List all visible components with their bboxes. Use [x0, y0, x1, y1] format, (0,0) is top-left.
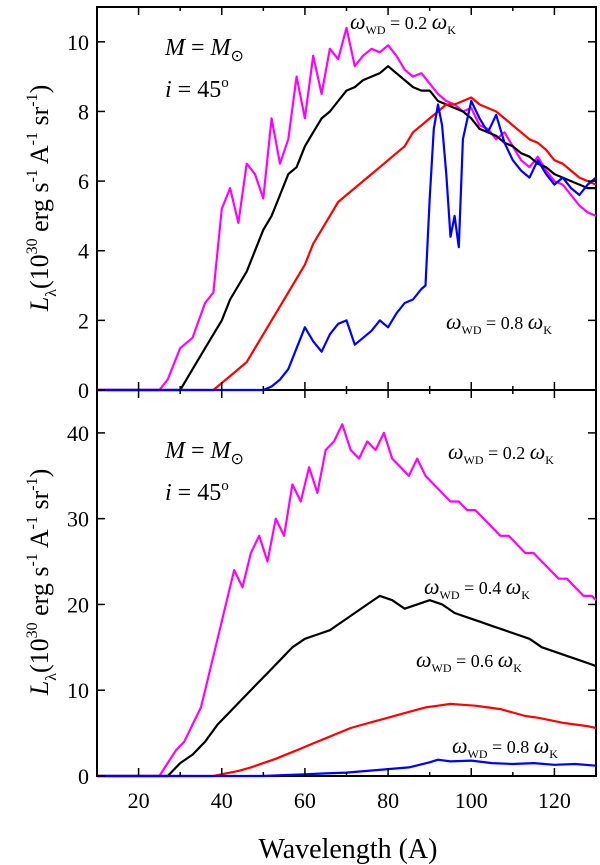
bottom-series-line-2 [97, 702, 597, 778]
svg-text:Lλ(1030 erg s-1 A-1 sr-1): Lλ(1030 erg s-1 A-1 sr-1) [24, 85, 60, 313]
top-mass-annotation: M = M⊙ [164, 35, 244, 65]
bottom-y-tick-label-3: 30 [67, 507, 89, 532]
top-y-tick-label-5: 10 [67, 30, 89, 55]
top-label-omega-0-2: ωWD = 0.2 ωK [350, 9, 456, 37]
svg-text:Lλ(1030 erg s-1 A-1 sr-1): Lλ(1030 erg s-1 A-1 sr-1) [24, 469, 60, 697]
top-series-line-2 [97, 96, 597, 392]
x-tick-label-3: 80 [377, 788, 399, 813]
top-series-group [97, 26, 597, 392]
x-axis-label: Wavelength (A) [259, 834, 438, 865]
top-series-line-3 [97, 99, 597, 392]
bottom-label-omega-0-2: ωWD = 0.2 ωK [448, 439, 554, 467]
top-series-line-1 [97, 65, 596, 392]
top-y-tick-label-2: 4 [78, 239, 89, 264]
x-tick-label-1: 40 [211, 788, 233, 813]
top-y-tick-label-4: 8 [78, 99, 89, 124]
bottom-y-axis-label: Lλ(1030 erg s-1 A-1 sr-1) [24, 469, 60, 697]
x-tick-label-5: 120 [538, 788, 571, 813]
bottom-label-omega-0-8: ωWD = 0.8 ωK [452, 733, 558, 761]
x-tick-label-4: 100 [455, 788, 488, 813]
bottom-inclination-annotation: i = 45o [165, 478, 229, 506]
bottom-label-omega-0-4: ωWD = 0.4 ωK [424, 574, 530, 602]
x-tick-label-2: 60 [294, 788, 316, 813]
top-label-omega-0-8: ωWD = 0.8 ωK [446, 309, 552, 337]
top-y-tick-label-0: 0 [78, 378, 89, 403]
bottom-mass-annotation: M = M⊙ [164, 438, 244, 468]
top-y-tick-label-3: 6 [78, 169, 89, 194]
bottom-y-tick-label-4: 40 [67, 421, 89, 446]
top-y-axis-label: Lλ(1030 erg s-1 A-1 sr-1) [24, 85, 60, 313]
bottom-y-tick-label-2: 20 [67, 592, 89, 617]
top-inclination-annotation: i = 45o [165, 75, 229, 103]
bottom-y-tick-label-0: 0 [78, 764, 89, 789]
bottom-label-omega-0-6: ωWD = 0.6 ωK [416, 647, 522, 675]
top-y-tick-label-1: 2 [78, 308, 89, 333]
x-tick-label-0: 20 [128, 788, 150, 813]
bottom-series-line-1 [97, 594, 597, 778]
top-series-line-0 [97, 26, 597, 392]
bottom-series-line-0 [97, 423, 597, 778]
bottom-y-tick-label-1: 10 [67, 678, 89, 703]
